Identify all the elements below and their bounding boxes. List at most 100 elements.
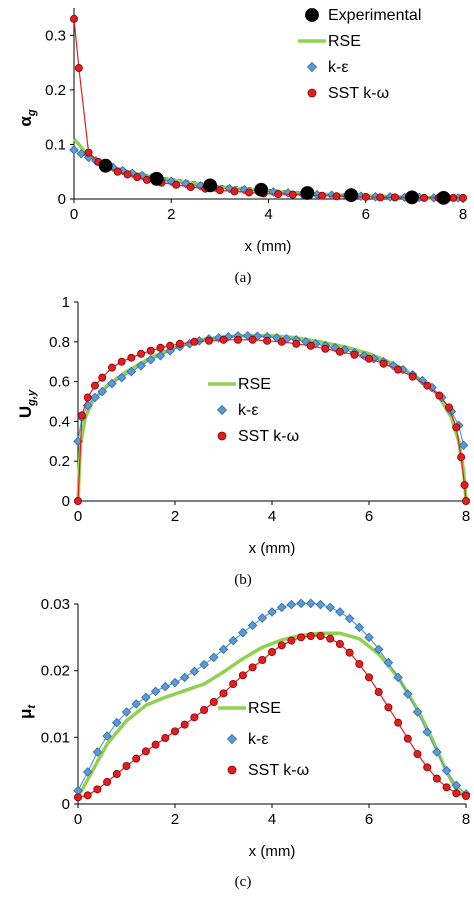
panel-b-legend-rse-label: RSE (238, 376, 271, 393)
panel-b-sst-point (83, 393, 92, 402)
panel-c-sst-point (267, 648, 276, 657)
panel-b-sst-point (146, 346, 155, 355)
panel-b-sst-point (98, 373, 107, 382)
panel-b-x-tick-label: 0 (74, 508, 82, 525)
panel-c-keps-point (441, 765, 452, 776)
panel-c-sst-point (306, 632, 315, 641)
panel-c-keps-point (218, 644, 229, 655)
panel-b-sst-line (77, 339, 467, 502)
panel-a-ylabel-sub: g (26, 109, 38, 117)
panel-c-sst-point (180, 720, 189, 729)
panel-b-sst-point (137, 349, 146, 358)
panel-b-sst-point (234, 335, 243, 344)
panel-a-sst-point (274, 190, 283, 199)
panel-b-sst-point (350, 350, 359, 359)
panel-c-keps-point (306, 598, 316, 609)
panel-c-sst-point (316, 632, 325, 641)
panel-b-rse-line (76, 334, 468, 502)
panel-c-ylabel-sub: t (26, 704, 38, 709)
panel-a-sst-point (458, 193, 467, 202)
panel-c-sst-point (287, 636, 296, 645)
panel-c-keps-point (403, 689, 413, 699)
panel-c-sst-point (413, 750, 422, 759)
panel-c-keps-point (141, 692, 151, 703)
panel-a-legend-exp-symbol (305, 8, 319, 22)
panel-c-keps-point (82, 767, 93, 777)
panel-c-keps-point (131, 699, 141, 709)
panel-c-sst-point (326, 634, 335, 643)
panel-a-sst-point (133, 173, 142, 182)
panel-b-sst-point (263, 336, 272, 345)
panel-a-legend-exp-label: Experimental (328, 7, 421, 24)
panel-b-sst-point (190, 337, 199, 346)
panel-c-y-tick-label: 0.02 (41, 663, 70, 680)
panel-b-sst-point (74, 496, 83, 505)
panel-a-sst-point (70, 14, 79, 23)
panel-c-keps-point (228, 635, 238, 646)
panel-a-x-tick-label: 2 (167, 206, 175, 223)
panel-c-sst-point (93, 785, 102, 794)
panel-c-sst-point (442, 783, 451, 792)
panel-c-legend-sst-symbol (227, 765, 237, 775)
panel-c-sst-point (141, 747, 150, 756)
panel-a-exp-point (300, 186, 315, 200)
panel-a-exp-point (254, 182, 269, 197)
panel-c-sst-point (394, 718, 403, 727)
panel-a-sst-point (123, 170, 132, 179)
panel-a-sst-point (376, 193, 385, 202)
panel-a-exp-point (149, 171, 164, 186)
panel-a-sst-point (361, 192, 370, 201)
panel-b-sst-point (379, 359, 388, 368)
panel-b-legend-keps-label: k-ε (238, 402, 258, 419)
panel-c-sst-point (335, 640, 344, 649)
panel-b-sst-point (90, 381, 99, 390)
panel-a-sst-point (142, 175, 151, 184)
panel-b-sst-point (460, 481, 469, 490)
panel-b-caption: (b) (234, 572, 252, 588)
panel-c-sst-point (74, 793, 83, 802)
panel-c-x-tick-label: 2 (171, 811, 179, 828)
panel-c-keps-point (412, 707, 423, 717)
panel-b-sst-point (156, 343, 165, 352)
panel-a-legend-keps-label: k-ε (328, 59, 348, 76)
panel-b-keps-point (116, 372, 127, 383)
panel-a-sst-point (332, 192, 341, 201)
panel-c-keps-point (296, 598, 306, 609)
panel-c-caption: (c) (235, 874, 252, 890)
panel-c-keps-point (102, 731, 112, 741)
panel-b-y-tick-label: 0.6 (49, 374, 70, 391)
panel-c-sst-point (461, 792, 470, 801)
panel-b-sst-point (461, 496, 470, 505)
panel-c-keps-point (354, 622, 365, 633)
panel-c-keps-point (422, 727, 432, 737)
panel-a-ylabel-main: α (16, 116, 35, 127)
panel-c-keps-point (432, 747, 442, 757)
panel-a-y-tick-label: 0 (58, 191, 66, 208)
panel-c-x-tick-label: 0 (74, 811, 82, 828)
panel-c-sst-point (151, 740, 160, 749)
panel-c-sst-point (190, 713, 199, 722)
panel-c-legend-rse-label: RSE (248, 700, 281, 717)
panel-b-legend-keps-symbol (216, 404, 228, 416)
panel-c-sst-point (423, 763, 432, 772)
panel-b-keps-point (126, 366, 137, 377)
panel-c-sst-point (452, 789, 461, 798)
panel-b-x-tick-label: 2 (171, 508, 179, 525)
panel-a-sst-point (420, 193, 429, 202)
panel-b-sst-point (175, 339, 184, 348)
panel-c-keps-point (121, 707, 132, 717)
panel-c-sst-point (83, 791, 92, 800)
panel-a-keps-point (76, 148, 87, 159)
panel-c-keps-point (286, 599, 297, 610)
panel-c-sst-point (200, 706, 209, 715)
panel-a-x-tick-label: 8 (459, 206, 467, 223)
panel-a-y-tick-label: 0.3 (45, 27, 66, 44)
panel-a-caption: (a) (235, 270, 252, 286)
panel-b-sst-point (335, 347, 344, 356)
panel-a-exp-point (344, 188, 359, 203)
panel-c-keps-point (325, 602, 335, 613)
panel-b-legend-sst-symbol (217, 431, 227, 441)
panel-c-sst-point (238, 671, 247, 680)
panel-b-sst-point (292, 339, 301, 348)
panel-c-rse-line (76, 631, 468, 799)
